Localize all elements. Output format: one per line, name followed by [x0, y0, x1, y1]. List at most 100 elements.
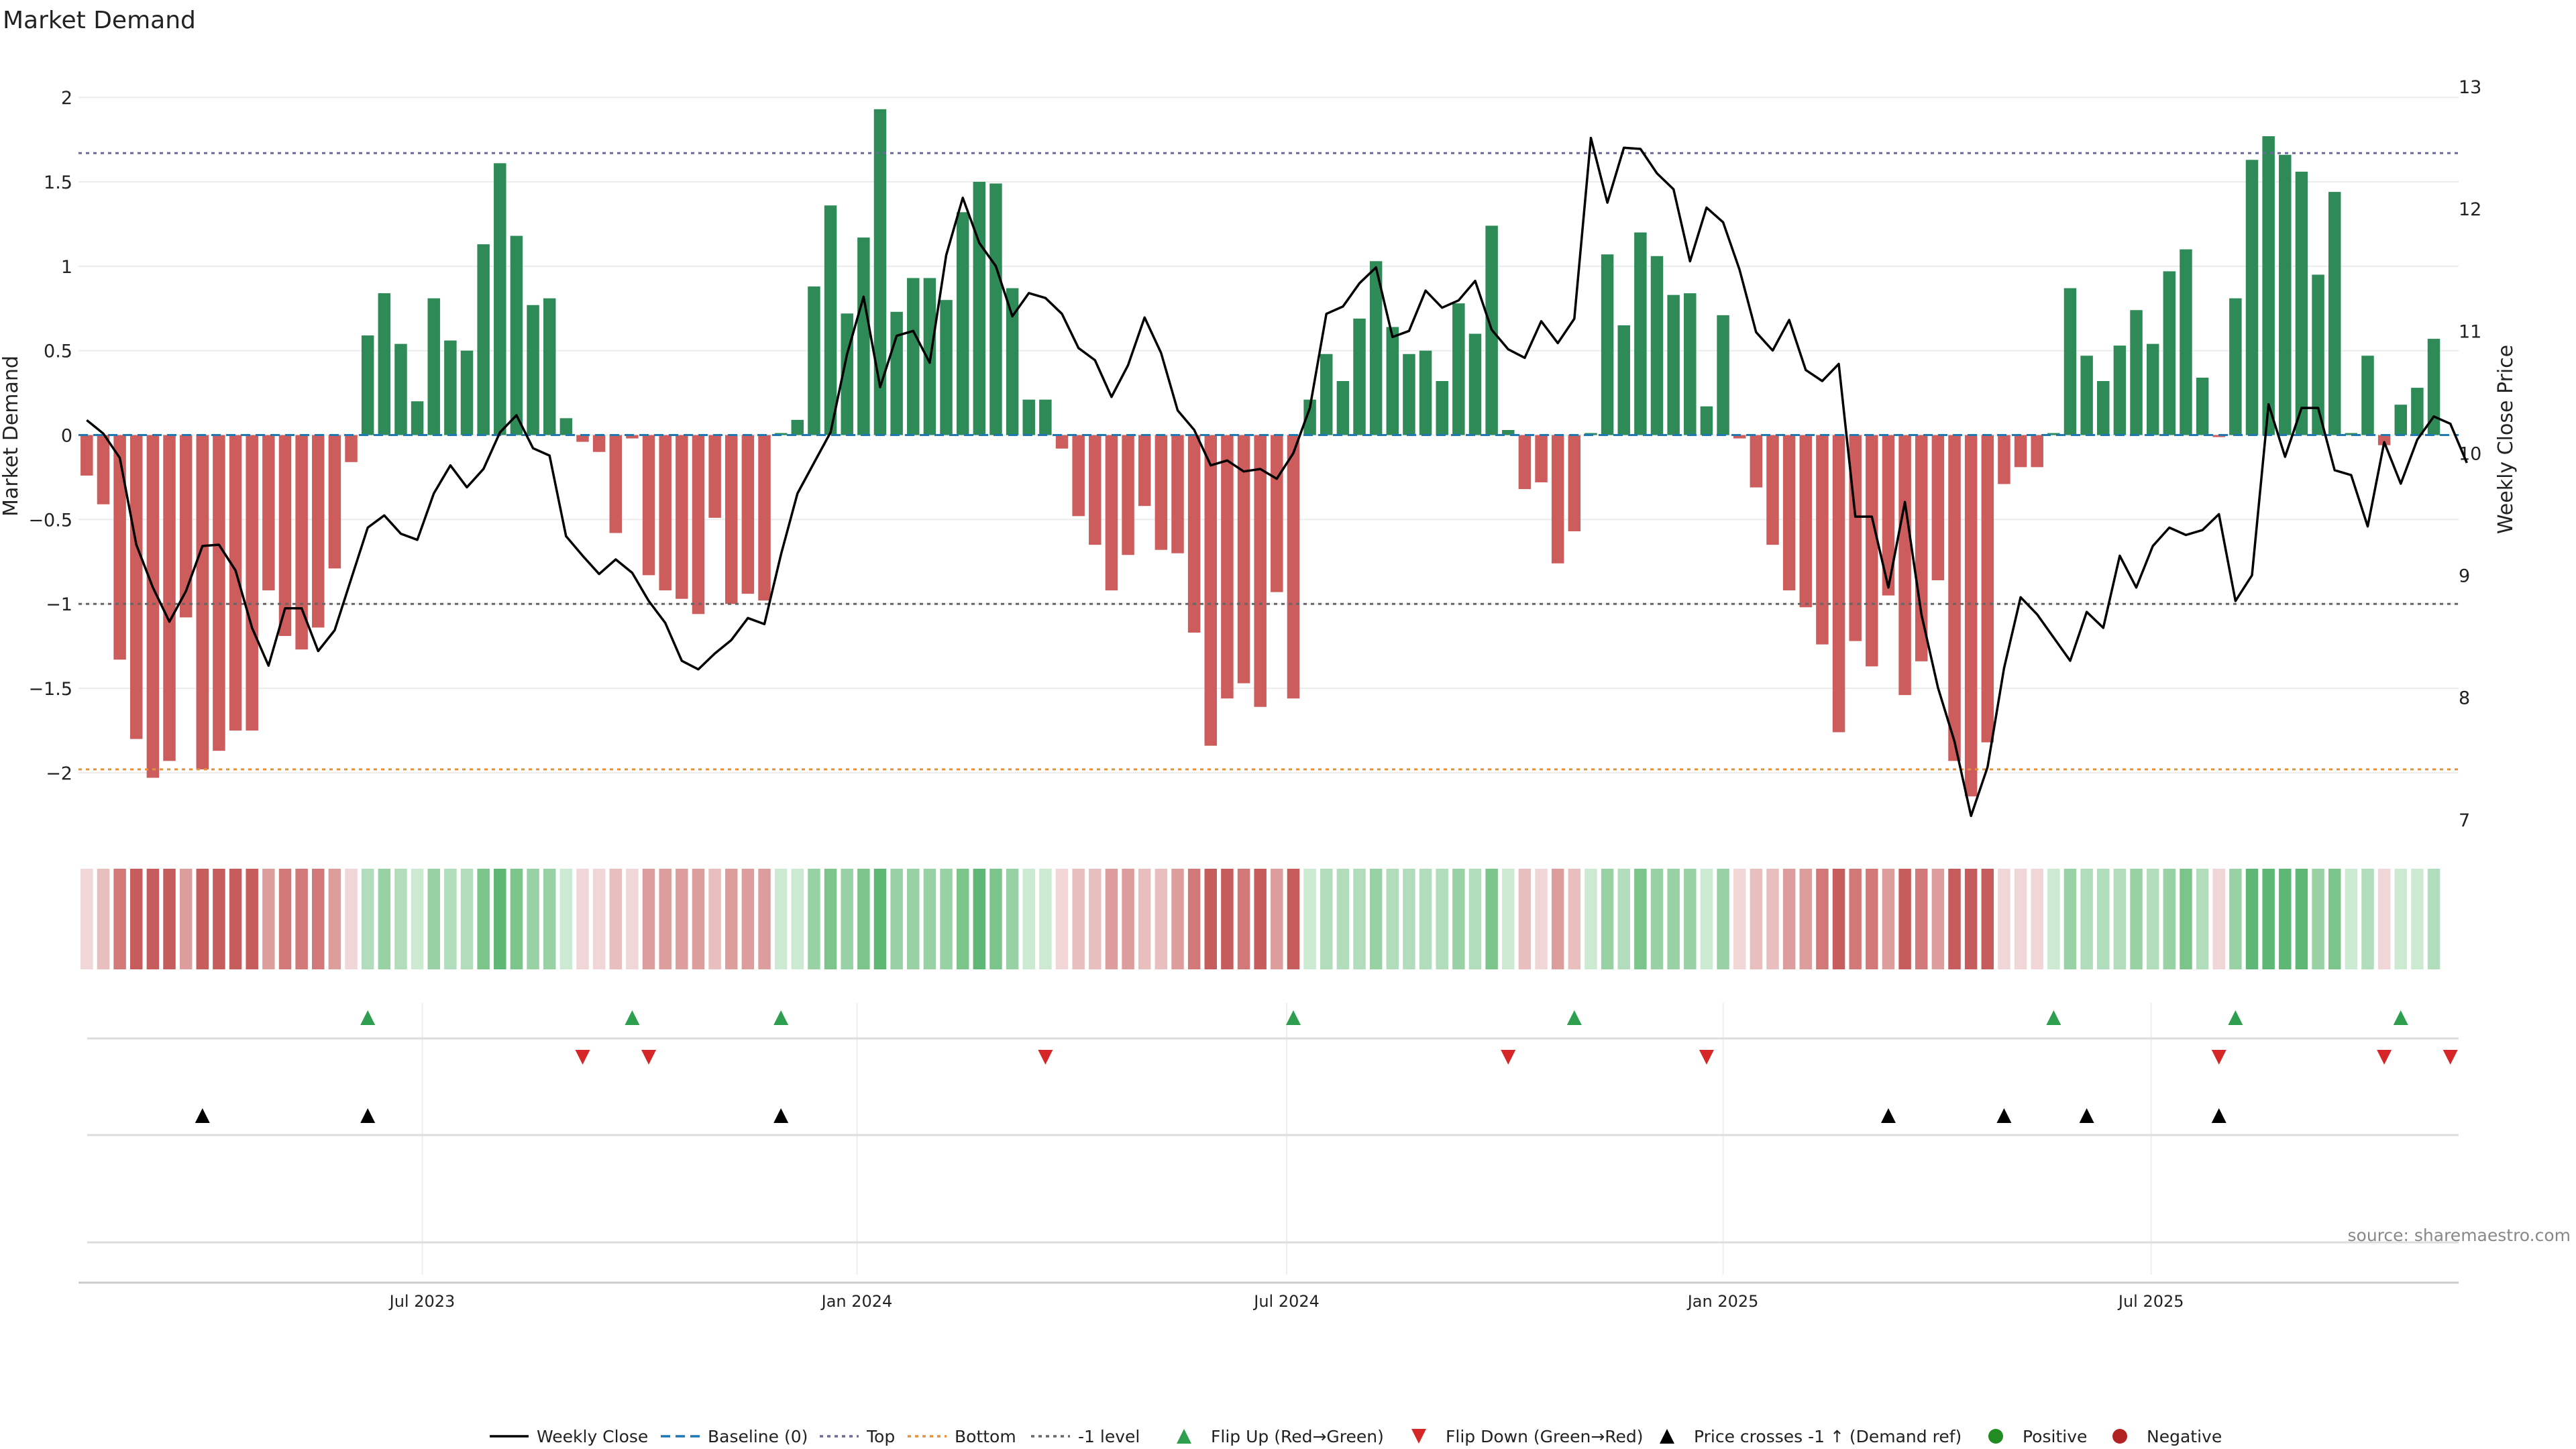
heat-cell	[1898, 869, 1911, 969]
demand-bar	[1750, 435, 1763, 488]
demand-bar	[758, 435, 771, 601]
demand-bar	[97, 435, 110, 504]
heat-cell	[1271, 869, 1283, 969]
heat-cell	[1022, 869, 1035, 969]
demand-bar	[1353, 318, 1366, 435]
heat-cell	[1221, 869, 1234, 969]
demand-bar	[1171, 435, 1184, 553]
demand-bar	[427, 298, 440, 435]
heat-cell	[592, 869, 606, 969]
heat-cell	[312, 869, 325, 969]
flip-down-marker	[641, 1050, 657, 1065]
demand-bar	[527, 305, 539, 435]
y-tick-label: 1.5	[44, 172, 72, 193]
demand-bar	[808, 286, 820, 435]
demand-bar	[129, 435, 143, 739]
demand-bar	[1386, 327, 1399, 435]
heat-cell	[2361, 869, 2374, 969]
demand-bar	[626, 435, 639, 439]
demand-bar	[592, 435, 606, 452]
demand-bar	[2031, 435, 2043, 468]
demand-bar	[2229, 298, 2242, 435]
flip-down-marker	[2443, 1050, 2458, 1065]
flip-down-marker	[1699, 1050, 1714, 1065]
y2-tick-label: 7	[2459, 810, 2470, 831]
demand-bar	[444, 340, 457, 435]
demand-bar	[1782, 435, 1796, 591]
flip-up-marker	[1566, 1010, 1582, 1025]
demand-bar	[1717, 315, 1729, 435]
heat-cell	[2163, 869, 2176, 969]
demand-bar	[1684, 293, 1697, 435]
heat-cell	[923, 869, 936, 969]
heat-cell	[1849, 869, 1862, 969]
heat-cell	[692, 869, 705, 969]
heat-cell	[1931, 869, 1945, 969]
heat-cell	[1948, 869, 1961, 969]
heat-cell	[262, 869, 275, 969]
legend-label: Flip Down (Green→Red)	[1446, 1427, 1644, 1446]
demand-bar	[2377, 435, 2391, 445]
heat-cell	[477, 869, 490, 969]
y-tick-label: −2	[46, 763, 72, 784]
y-axis-label: Market Demand	[0, 356, 23, 517]
heat-cell	[1535, 869, 1548, 969]
demand-bar	[1155, 435, 1168, 550]
demand-bar	[477, 244, 490, 435]
heat-cell	[460, 869, 474, 969]
heat-cell	[626, 869, 639, 969]
heat-cell	[1782, 869, 1796, 969]
demand-bar	[1369, 261, 1383, 435]
demand-bar	[708, 435, 721, 518]
heat-cell	[841, 869, 853, 969]
heat-cell	[2212, 869, 2225, 969]
demand-bar	[989, 183, 1002, 435]
source-credit: source: sharemaestro.com	[2348, 1226, 2571, 1245]
heat-cell	[1485, 869, 1498, 969]
heat-cell	[989, 869, 1002, 969]
heat-cell	[2394, 869, 2408, 969]
heat-cell	[1882, 869, 1895, 969]
demand-bars	[80, 109, 2440, 797]
heat-cell	[1717, 869, 1729, 969]
heat-cell	[2377, 869, 2391, 969]
cross-marker	[1996, 1108, 2012, 1123]
heat-cell	[1832, 869, 1845, 969]
heat-cell	[1419, 869, 1432, 969]
heat-cell	[907, 869, 920, 969]
demand-bar	[1320, 354, 1333, 435]
legend-label: Bottom	[955, 1427, 1016, 1446]
heat-cell	[2031, 869, 2043, 969]
demand-bar	[1601, 254, 1614, 435]
heat-cell	[1254, 869, 1267, 969]
heat-cell	[1766, 869, 1779, 969]
heat-cell	[378, 869, 391, 969]
demand-bar	[609, 435, 623, 533]
heat-cell	[2063, 869, 2077, 969]
demand-bar	[1468, 333, 1482, 435]
heat-cell	[1502, 869, 1515, 969]
signal-markers	[87, 1010, 2459, 1244]
demand-bar	[1866, 435, 1878, 667]
demand-bar	[1419, 350, 1432, 435]
heat-cell	[1055, 869, 1069, 969]
demand-bar	[659, 435, 672, 591]
demand-bar	[1122, 435, 1134, 555]
heat-cell	[2312, 869, 2324, 969]
legend-label: Negative	[2147, 1427, 2222, 1446]
heat-cell	[2014, 869, 2027, 969]
heat-cell	[213, 869, 225, 969]
demand-bar	[1089, 435, 1102, 545]
demand-bar	[246, 435, 258, 731]
heat-cell	[1155, 869, 1168, 969]
demand-bar	[2130, 310, 2143, 435]
legend-swatch	[1177, 1429, 1191, 1444]
demand-bar	[2080, 356, 2093, 435]
heat-cell	[80, 869, 93, 969]
demand-bar	[1022, 399, 1035, 435]
heat-cell	[890, 869, 903, 969]
demand-bar	[956, 212, 969, 435]
heat-cell	[2345, 869, 2358, 969]
heat-cell	[543, 869, 556, 969]
